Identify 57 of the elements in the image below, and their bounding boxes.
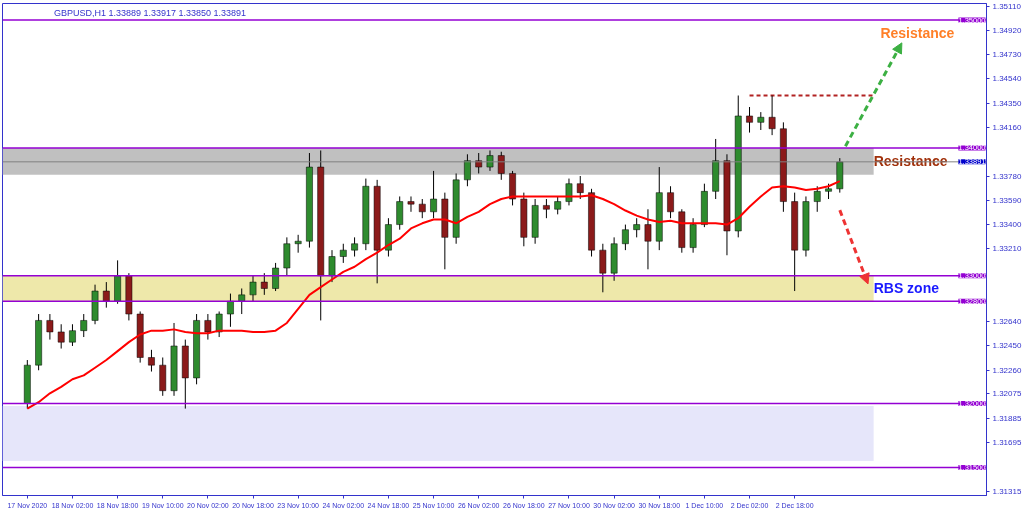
candlestick	[396, 195, 404, 231]
candlestick	[57, 323, 65, 350]
y-tick-label: 1.34160	[992, 122, 1022, 132]
candlestick	[576, 175, 584, 200]
y-tick-label: 1.34920	[992, 25, 1022, 35]
candlestick	[328, 249, 336, 283]
y-tick-label: 1.32075	[992, 389, 1022, 399]
candlestick	[46, 313, 54, 341]
candlestick	[227, 293, 234, 328]
candlestick	[148, 349, 155, 373]
y-tick-label: 1.33590	[992, 195, 1022, 205]
band-label: Resistance	[873, 153, 948, 170]
candlestick	[339, 243, 347, 264]
candlestick	[351, 236, 358, 258]
candlestick	[768, 95, 776, 136]
candlestick	[407, 195, 415, 213]
candlestick	[497, 151, 505, 181]
candlestick	[464, 153, 471, 187]
candlestick	[633, 217, 641, 238]
candlestick	[418, 198, 426, 219]
y-tick-label: 1.32640	[992, 317, 1022, 327]
candlestick	[667, 185, 674, 219]
y-tick-label: 1.33210	[992, 244, 1022, 254]
candlestick	[486, 149, 494, 172]
y-tick-label: 1.31885	[992, 413, 1022, 423]
candlestick	[272, 262, 279, 292]
candlestick	[204, 313, 212, 341]
y-tick-label: 1.31695	[992, 437, 1022, 447]
text: Resistance	[880, 25, 955, 42]
candlestick	[689, 217, 697, 254]
candlestick	[80, 313, 88, 338]
y-tick-label: 1.31315	[992, 486, 1022, 496]
candlestick	[746, 106, 753, 134]
candlestick	[599, 243, 607, 293]
candlestick	[813, 185, 821, 213]
y-tick-label: 1.34540	[992, 74, 1022, 84]
y-tick-label: 1.33400	[992, 220, 1022, 230]
chart-title: GBPUSD,H1 1.33889 1.33917 1.33850 1.33891	[53, 7, 247, 18]
candlestick	[644, 208, 652, 270]
candlestick	[249, 275, 257, 302]
candlestick	[238, 287, 246, 315]
candlestick	[430, 170, 437, 219]
band-label: RBS zone	[873, 280, 940, 297]
candlestick	[565, 178, 573, 206]
candlestick	[102, 281, 110, 309]
y-tick-label: 1.34350	[992, 98, 1022, 108]
candlestick	[215, 310, 223, 338]
candlestick	[69, 323, 76, 347]
y-tick-label: 1.34730	[992, 50, 1022, 60]
y-tick-label: 1.32260	[992, 365, 1022, 375]
y-tick-label: 1.33780	[992, 171, 1022, 181]
candlestick	[475, 152, 483, 174]
candlestick	[260, 272, 268, 296]
y-tick-label: 1.32450	[992, 341, 1022, 351]
candlestick	[543, 198, 550, 219]
y-tick-label: 1.35110	[992, 1, 1022, 11]
candlestick	[622, 224, 629, 251]
